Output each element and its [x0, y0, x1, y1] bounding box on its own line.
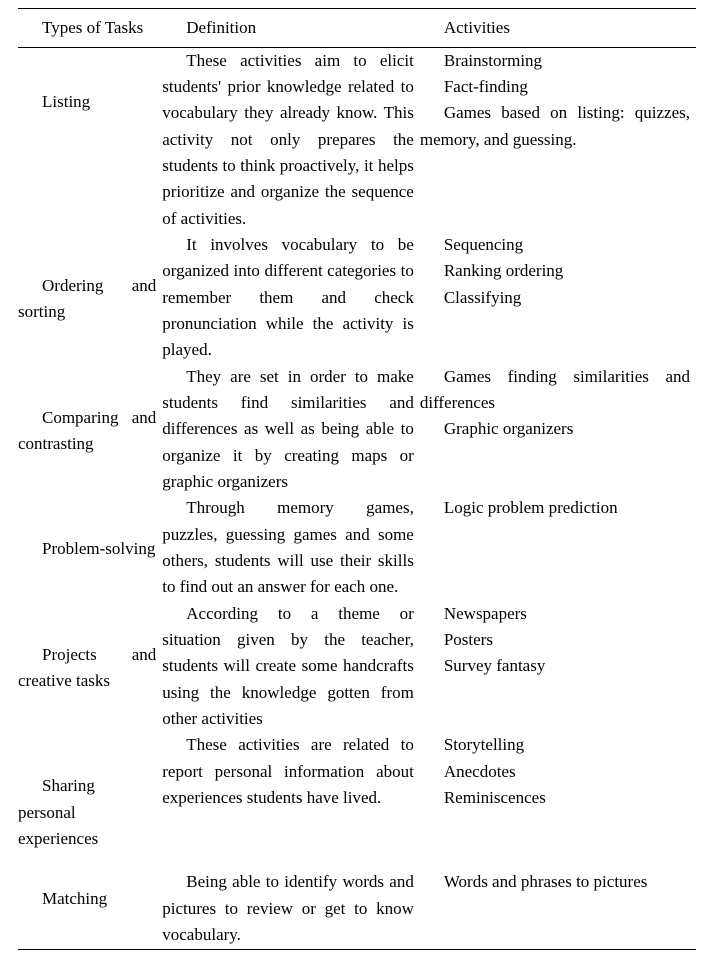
activities-cell: Games finding similarities and differenc…: [420, 364, 696, 496]
activities-cell: BrainstormingFact-findingGames based on …: [420, 47, 696, 232]
definition-cell: They are set in order to make students f…: [162, 364, 420, 496]
activity-item: Classifying: [420, 285, 690, 311]
definition-cell: These activities aim to elicit students'…: [162, 47, 420, 232]
task-types-table-page: Types of Tasks Definition Activities Lis…: [0, 0, 714, 962]
activities-cell: NewspapersPostersSurvey fantasy: [420, 601, 696, 733]
activity-item: Games finding similarities and differenc…: [420, 364, 690, 417]
definition-cell: It involves vocabulary to be organized i…: [162, 232, 420, 364]
type-cell: Ordering and sorting: [18, 232, 162, 364]
type-cell: Projects and creative tasks: [18, 601, 162, 733]
table-row: ListingThese activities aim to elicit st…: [18, 47, 696, 232]
type-label: Ordering and sorting: [18, 273, 156, 326]
activity-item: Words and phrases to pictures: [420, 869, 690, 895]
activity-item: Newspapers: [420, 601, 690, 627]
table-body: ListingThese activities aim to elicit st…: [18, 47, 696, 949]
table-row: Sharing personal experiences These activ…: [18, 732, 696, 869]
definition-text: Through memory games, puzzles, guessing …: [162, 495, 414, 600]
activity-item: Posters: [420, 627, 690, 653]
activity-item: Sequencing: [420, 232, 690, 258]
table-row: Ordering and sortingIt involves vocabula…: [18, 232, 696, 364]
activity-item: Fact-finding: [420, 74, 690, 100]
activity-item: Anecdotes: [420, 759, 690, 785]
type-cell: Comparing and contrasting: [18, 364, 162, 496]
table-row: Projects and creative tasksAccording to …: [18, 601, 696, 733]
definition-text: It involves vocabulary to be organized i…: [162, 232, 414, 364]
activities-cell: StorytellingAnecdotesReminiscences: [420, 732, 696, 869]
definition-cell: Through memory games, puzzles, guessing …: [162, 495, 420, 600]
type-label: Listing: [18, 89, 156, 115]
type-label: Projects and creative tasks: [18, 642, 156, 695]
activity-item: Storytelling: [420, 732, 690, 758]
type-label: Sharing personal experiences: [18, 773, 156, 852]
definition-cell: These activities are related to report p…: [162, 732, 420, 869]
activities-cell: Logic problem prediction: [420, 495, 696, 600]
column-header-types: Types of Tasks: [18, 9, 162, 48]
activity-item: Survey fantasy: [420, 653, 690, 679]
column-header-definition: Definition: [162, 9, 420, 48]
activity-item: Logic problem prediction: [420, 495, 690, 521]
type-cell: Problem-solving: [18, 495, 162, 600]
activity-item: Games based on listing: quizzes, memory,…: [420, 100, 690, 153]
type-cell: Sharing personal experiences: [18, 732, 162, 869]
table-row: MatchingBeing able to identify words and…: [18, 869, 696, 949]
column-header-activities: Activities: [420, 9, 696, 48]
type-label: Problem-solving: [18, 536, 156, 562]
definition-text: They are set in order to make students f…: [162, 364, 414, 496]
type-label: Matching: [18, 886, 156, 912]
definition-cell: Being able to identify words and picture…: [162, 869, 420, 949]
definition-text: These activities aim to elicit students'…: [162, 48, 414, 232]
table-header-row: Types of Tasks Definition Activities: [18, 9, 696, 48]
activity-item: Ranking ordering: [420, 258, 690, 284]
activities-cell: SequencingRanking orderingClassifying: [420, 232, 696, 364]
activity-item: Graphic organizers: [420, 416, 690, 442]
definition-cell: According to a theme or situation given …: [162, 601, 420, 733]
task-types-table: Types of Tasks Definition Activities Lis…: [18, 8, 696, 950]
type-label: Comparing and contrasting: [18, 405, 156, 458]
activity-item: Brainstorming: [420, 48, 690, 74]
table-row: Problem-solvingThrough memory games, puz…: [18, 495, 696, 600]
table-row: Comparing and contrastingThey are set in…: [18, 364, 696, 496]
definition-text: According to a theme or situation given …: [162, 601, 414, 733]
activity-item: Reminiscences: [420, 785, 690, 811]
definition-text: These activities are related to report p…: [162, 732, 414, 811]
definition-text: Being able to identify words and picture…: [162, 869, 414, 948]
type-cell: Listing: [18, 47, 162, 232]
activities-cell: Words and phrases to pictures: [420, 869, 696, 949]
type-cell: Matching: [18, 869, 162, 949]
